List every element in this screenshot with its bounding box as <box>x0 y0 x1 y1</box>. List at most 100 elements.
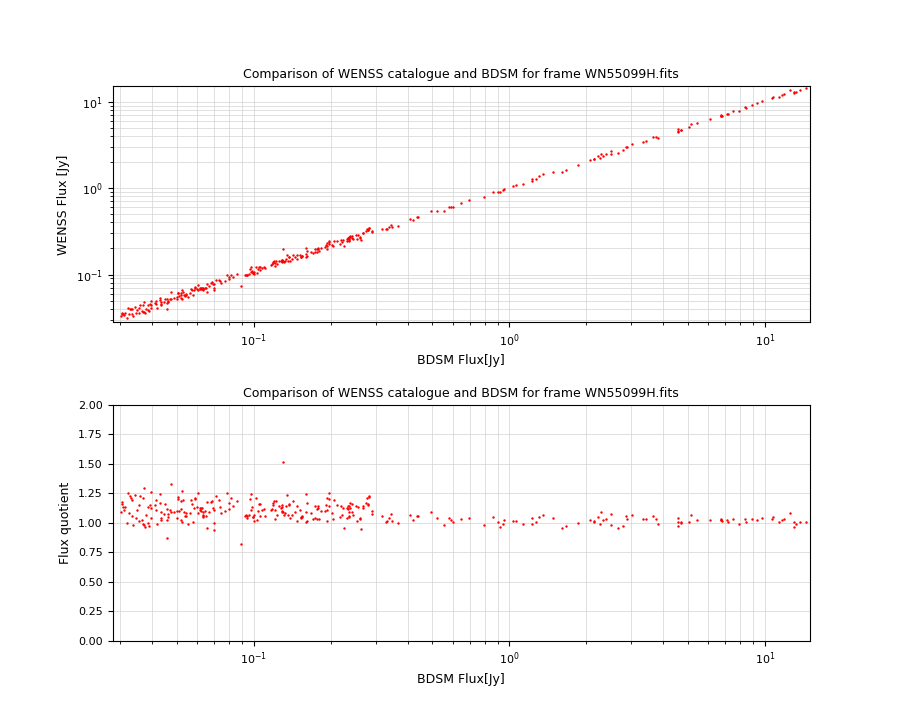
Point <box>244 261 258 273</box>
Point <box>171 505 185 517</box>
X-axis label: BDSM Flux[Jy]: BDSM Flux[Jy] <box>418 354 505 367</box>
Point <box>150 518 165 530</box>
Point <box>283 255 297 266</box>
Point <box>361 222 375 234</box>
Point <box>333 238 347 249</box>
Point <box>158 498 172 510</box>
Point <box>268 513 283 525</box>
Point <box>343 232 357 243</box>
Point <box>342 510 356 521</box>
Point <box>649 132 663 143</box>
Point <box>380 516 394 527</box>
Point <box>243 493 257 505</box>
Point <box>164 506 178 518</box>
Point <box>274 506 289 518</box>
Point <box>525 175 539 186</box>
Point <box>153 487 167 499</box>
Point <box>783 84 797 96</box>
Point <box>148 504 163 516</box>
Point <box>274 501 289 513</box>
Point <box>330 499 345 510</box>
Point <box>349 233 364 245</box>
Point <box>375 223 390 235</box>
Point <box>181 518 195 529</box>
Point <box>334 509 348 521</box>
Point <box>341 232 356 243</box>
Point <box>351 229 365 240</box>
Point <box>160 503 175 514</box>
Point <box>670 512 685 523</box>
Point <box>149 495 164 506</box>
Point <box>157 297 171 308</box>
Point <box>380 223 394 235</box>
Point <box>714 515 728 526</box>
Point <box>310 513 325 525</box>
Point <box>788 86 803 97</box>
Point <box>251 505 266 517</box>
Point <box>673 125 688 136</box>
Point <box>195 282 210 293</box>
Point <box>283 251 297 263</box>
Point <box>164 478 178 490</box>
Point <box>345 232 359 243</box>
Point <box>207 284 221 296</box>
Point <box>651 132 665 144</box>
Point <box>325 239 339 251</box>
Point <box>149 295 164 307</box>
Point <box>177 290 192 302</box>
Point <box>750 514 764 526</box>
Point <box>278 508 293 519</box>
Point <box>114 310 129 322</box>
Point <box>310 503 325 514</box>
Point <box>446 516 460 528</box>
Point <box>288 507 302 518</box>
Point <box>429 205 444 217</box>
Point <box>454 198 468 210</box>
Point <box>294 251 309 262</box>
Point <box>196 510 211 522</box>
Point <box>739 516 753 528</box>
Point <box>277 510 292 521</box>
Point <box>787 87 801 99</box>
Point <box>286 495 301 507</box>
Point <box>365 226 380 238</box>
Point <box>269 258 284 270</box>
Point <box>218 505 232 517</box>
Point <box>359 225 374 236</box>
Point <box>765 513 779 525</box>
Point <box>312 513 327 525</box>
Point <box>365 508 380 519</box>
Point <box>639 135 653 146</box>
Point <box>508 516 523 527</box>
Point <box>243 263 257 274</box>
Point <box>200 279 214 290</box>
Point <box>593 152 608 163</box>
Point <box>121 487 135 498</box>
Point <box>195 510 210 521</box>
Point <box>278 255 293 266</box>
Point <box>322 487 337 499</box>
Point <box>143 502 157 513</box>
Point <box>122 507 136 518</box>
Point <box>320 505 334 516</box>
Point <box>610 523 625 534</box>
Point <box>382 513 396 524</box>
Point <box>798 516 813 528</box>
Point <box>213 508 228 519</box>
Point <box>506 516 520 527</box>
Point <box>720 516 734 528</box>
Point <box>175 287 189 298</box>
Point <box>268 505 283 516</box>
Point <box>720 108 734 120</box>
Point <box>154 506 168 518</box>
Point <box>361 225 375 236</box>
Point <box>207 282 221 294</box>
Point <box>255 262 269 274</box>
Point <box>334 234 348 246</box>
Point <box>300 488 314 500</box>
Point <box>256 503 271 515</box>
Point <box>787 516 801 528</box>
Point <box>391 518 405 529</box>
Point <box>279 500 293 512</box>
Point <box>132 500 147 511</box>
